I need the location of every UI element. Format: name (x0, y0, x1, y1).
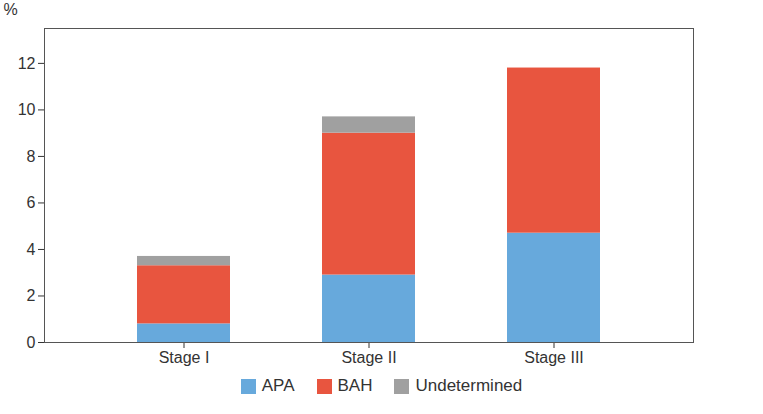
svg-text:Stage III: Stage III (524, 349, 584, 366)
svg-text:0: 0 (27, 334, 36, 351)
svg-text:Stage I: Stage I (159, 349, 210, 366)
svg-text:8: 8 (27, 148, 36, 165)
svg-text:12: 12 (18, 55, 36, 72)
html-text:Undetermined: Undetermined (415, 376, 523, 395)
svg-text:6: 6 (27, 194, 36, 211)
html-text:APA: APA (261, 376, 295, 395)
svg-text:Stage II: Stage II (341, 349, 396, 366)
html-text:BAH: BAH (337, 376, 373, 395)
svg-text:2: 2 (27, 287, 36, 304)
svg-text:10: 10 (18, 101, 36, 118)
svg-text:%: % (4, 1, 18, 18)
svg-text:4: 4 (27, 241, 36, 258)
